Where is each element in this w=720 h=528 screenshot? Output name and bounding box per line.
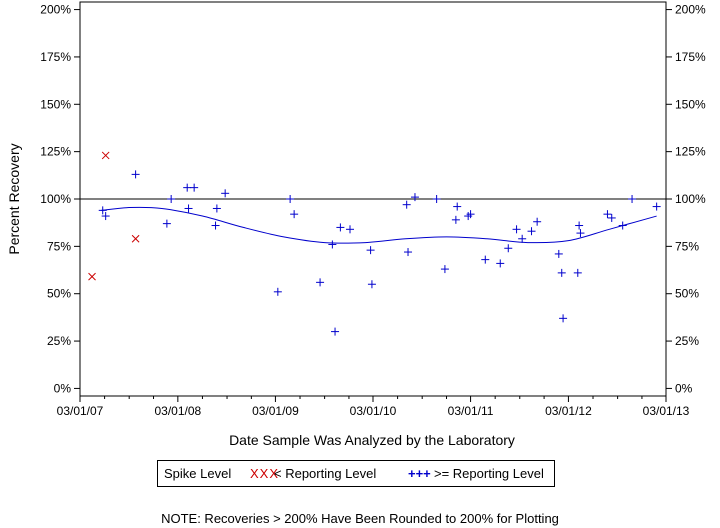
- above-reporting-marker: [533, 217, 542, 226]
- tick-labels: 0% 0% 25% 25% 50% 50% 75% 75% 100% 100% 125% 125% 15…: [40, 3, 706, 418]
- above-reporting-marker: [618, 221, 627, 230]
- y-tick-label-right: 175%: [675, 50, 706, 64]
- legend: Spike Level XXX < Reporting Level +++ >=…: [157, 460, 555, 487]
- x-tick-label: 03/01/09: [252, 404, 299, 418]
- above-reporting-marker: [212, 204, 221, 213]
- above-reporting-marker: [576, 229, 585, 238]
- above-reporting-marker: [98, 206, 107, 215]
- above-reporting-marker: [346, 225, 355, 234]
- above-reporting-marker: [527, 227, 536, 236]
- y-tick-label-right: 50%: [675, 287, 699, 301]
- above-reporting-marker: [131, 170, 140, 179]
- legend-below-symbol: XXX: [250, 466, 280, 481]
- x-tick-label: 03/01/08: [154, 404, 201, 418]
- legend-above-symbol: +++: [408, 466, 431, 481]
- above-reporting-marker: [290, 210, 299, 219]
- y-tick-label-left: 200%: [40, 3, 71, 17]
- above-reporting-marker: [367, 280, 376, 289]
- above-reporting-marker: [190, 183, 199, 192]
- y-tick-label-right: 200%: [675, 3, 706, 17]
- above-reporting-marker: [518, 234, 527, 243]
- above-reporting-marker: [432, 195, 441, 203]
- y-tick-label-left: 125%: [40, 145, 71, 159]
- y-tick-label-left: 75%: [47, 239, 71, 253]
- data-points: [88, 151, 661, 336]
- above-reporting-marker: [575, 221, 584, 230]
- above-reporting-marker: [331, 327, 340, 336]
- trend-curve: [101, 206, 657, 244]
- above-reporting-marker: [402, 200, 411, 209]
- above-reporting-marker: [316, 278, 325, 287]
- above-reporting-marker: [466, 210, 475, 219]
- y-tick-label-right: 100%: [675, 192, 706, 206]
- plot-note: NOTE: Recoveries > 200% Have Been Rounde…: [161, 511, 559, 526]
- above-reporting-marker: [328, 240, 337, 249]
- y-tick-label-right: 75%: [675, 239, 699, 253]
- above-reporting-marker: [496, 259, 505, 268]
- above-reporting-marker: [607, 213, 616, 222]
- above-reporting-marker: [451, 215, 460, 224]
- above-reporting-marker: [211, 221, 220, 230]
- y-tick-label-left: 50%: [47, 287, 71, 301]
- y-tick-label-left: 25%: [47, 334, 71, 348]
- below-reporting-marker: [131, 234, 140, 243]
- legend-below-label: < Reporting Level: [274, 466, 377, 481]
- above-reporting-marker: [184, 204, 193, 213]
- y-tick-label-left: 150%: [40, 97, 71, 111]
- x-tick-label: 03/01/13: [643, 404, 690, 418]
- above-reporting-marker: [652, 202, 661, 211]
- y-tick-label-left: 175%: [40, 50, 71, 64]
- legend-above-label: >= Reporting Level: [434, 466, 544, 481]
- above-reporting-marker: [603, 210, 612, 219]
- y-tick-label-right: 25%: [675, 334, 699, 348]
- x-tick-label: 03/01/12: [545, 404, 592, 418]
- above-reporting-marker: [573, 268, 582, 277]
- y-tick-label-right: 0%: [675, 381, 693, 395]
- above-reporting-marker: [162, 219, 171, 228]
- below-reporting-marker: [88, 272, 96, 281]
- x-tick-label: 03/01/11: [448, 404, 494, 418]
- above-reporting-marker: [221, 189, 230, 198]
- above-reporting-marker: [101, 212, 110, 221]
- above-reporting-marker: [410, 193, 419, 202]
- x-tick-label: 03/01/07: [57, 404, 104, 418]
- y-tick-label-left: 100%: [40, 192, 71, 206]
- above-reporting-marker: [628, 195, 637, 203]
- above-reporting-marker: [481, 255, 490, 264]
- above-reporting-marker: [453, 202, 462, 211]
- above-reporting-marker: [404, 248, 413, 257]
- below-reporting-marker: [101, 151, 110, 160]
- above-reporting-marker: [557, 268, 566, 277]
- y-tick-label-left: 0%: [54, 381, 72, 395]
- above-reporting-marker: [167, 195, 176, 203]
- tick-marks: [74, 9, 672, 402]
- above-reporting-marker: [336, 223, 345, 232]
- above-reporting-marker: [440, 265, 449, 274]
- trend-line: [101, 206, 657, 244]
- y-tick-label-right: 150%: [675, 97, 706, 111]
- y-axis-title: Percent Recovery: [6, 143, 22, 254]
- above-reporting-marker: [286, 195, 295, 203]
- x-tick-label: 03/01/10: [350, 404, 397, 418]
- legend-title: Spike Level: [164, 466, 232, 481]
- above-reporting-marker: [554, 249, 563, 258]
- above-reporting-marker: [512, 225, 521, 234]
- above-reporting-marker: [559, 314, 568, 323]
- x-axis-title: Date Sample Was Analyzed by the Laborato…: [229, 432, 515, 448]
- above-reporting-marker: [504, 244, 513, 253]
- above-reporting-marker: [183, 183, 192, 192]
- above-reporting-marker: [273, 287, 282, 296]
- above-reporting-marker: [366, 246, 375, 255]
- y-tick-label-right: 125%: [675, 145, 706, 159]
